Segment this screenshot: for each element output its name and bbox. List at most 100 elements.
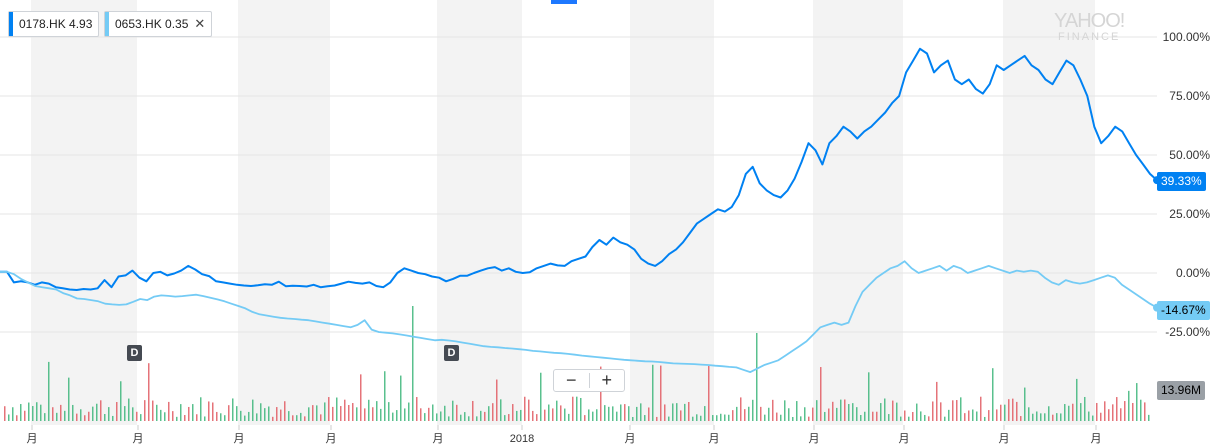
dividend-marker[interactable]: D (444, 345, 459, 361)
volume-bar (260, 403, 262, 421)
x-tick-label: 月 (133, 433, 144, 445)
x-tick-label: 月 (999, 433, 1010, 445)
volume-bar (236, 406, 238, 421)
volume-bar (128, 398, 130, 421)
volume-bar (288, 411, 290, 421)
volume-bar (652, 364, 654, 421)
volume-bar (808, 416, 810, 421)
volume-bar (152, 400, 154, 421)
volume-bar (680, 410, 682, 421)
volume-bar (304, 416, 306, 421)
volume-bar (612, 406, 614, 421)
y-tick-label: 0.00% (1176, 266, 1210, 280)
volume-bar (476, 416, 478, 421)
volume-bar (1104, 401, 1106, 421)
volume-bar (244, 415, 246, 421)
volume-bar (944, 416, 946, 421)
volume-bar (648, 407, 650, 421)
volume-bar (960, 397, 962, 421)
x-tick-label: 月 (625, 433, 636, 445)
volume-bar (868, 372, 870, 421)
volume-bar (580, 397, 582, 421)
x-tick-label: 月 (27, 433, 38, 445)
volume-bar (1060, 413, 1062, 421)
volume-bar (308, 407, 310, 421)
volume-bar (856, 407, 858, 421)
volume-bar (164, 412, 166, 421)
zoom-in-button[interactable]: + (601, 370, 612, 390)
volume-bar (720, 413, 722, 421)
volume-bar (1068, 405, 1070, 421)
volume-bar (372, 407, 374, 421)
volume-bar (824, 411, 826, 421)
volume-bar (144, 400, 146, 421)
volume-bar (156, 404, 158, 421)
volume-bar (348, 405, 350, 421)
volume-bar (900, 416, 902, 421)
volume-bar (896, 402, 898, 421)
volume-bar (488, 406, 490, 421)
volume-bar (1056, 413, 1058, 421)
series-2-value: 0.35 (165, 17, 189, 31)
volume-bar (220, 413, 222, 421)
volume-bar (996, 409, 998, 421)
volume-bar (188, 406, 190, 421)
volume-bar (264, 408, 266, 421)
volume-bar (704, 406, 706, 421)
volume-bar (544, 409, 546, 421)
volume-bar (168, 401, 170, 421)
volume-bar (464, 412, 466, 421)
volume-bar (664, 404, 666, 421)
volume-bar (812, 407, 814, 421)
zoom-out-button[interactable]: − (565, 370, 577, 390)
volume-bar (136, 411, 138, 421)
volume-bar (696, 414, 698, 421)
volume-bar (884, 398, 886, 421)
volume-bar (88, 411, 90, 421)
volume-bar (176, 416, 178, 421)
volume-bar (1124, 401, 1126, 421)
volume-bar (324, 402, 326, 421)
volume-bar (24, 410, 26, 421)
volume-bar (284, 401, 286, 421)
legend-series-2[interactable]: 0653.HK 0.35 ✕ (104, 11, 213, 37)
volume-bar (840, 399, 842, 421)
volume-bar (440, 411, 442, 421)
x-tick-label: 月 (234, 433, 245, 445)
volume-bar (1052, 414, 1054, 421)
volume-bar (444, 405, 446, 421)
volume-bar (312, 405, 314, 421)
volume-bar (852, 403, 854, 421)
volume-bar (932, 401, 934, 421)
series-1-value: 4.93 (69, 17, 93, 31)
series-2-symbol: 0653.HK (115, 17, 162, 31)
volume-bar (1100, 412, 1102, 421)
volume-bar (1128, 390, 1130, 421)
dividend-marker[interactable]: D (127, 345, 142, 361)
volume-bar (428, 407, 430, 421)
volume-bar (36, 402, 38, 421)
volume-bar (692, 416, 694, 421)
volume-bar (848, 404, 850, 421)
volume-bar (516, 410, 518, 421)
volume-bar (976, 411, 978, 421)
volume-bar (556, 400, 558, 421)
volume-bar (460, 414, 462, 421)
volume-bar (396, 410, 398, 421)
legend-series-1[interactable]: 0178.HK 4.93 (8, 11, 100, 37)
volume-bar (16, 415, 18, 421)
volume-bar (540, 372, 542, 421)
volume-bar (728, 414, 730, 421)
volume-bar (276, 407, 278, 421)
volume-bar (760, 406, 762, 421)
volume-bar (148, 363, 150, 421)
volume-bar (816, 400, 818, 421)
volume-bar (640, 403, 642, 421)
volume-bar (412, 306, 414, 421)
volume-bar (844, 399, 846, 421)
series-1-symbol: 0178.HK (19, 17, 66, 31)
close-icon[interactable]: ✕ (194, 16, 206, 31)
volume-bar (292, 415, 294, 421)
volume-bar (8, 414, 10, 421)
